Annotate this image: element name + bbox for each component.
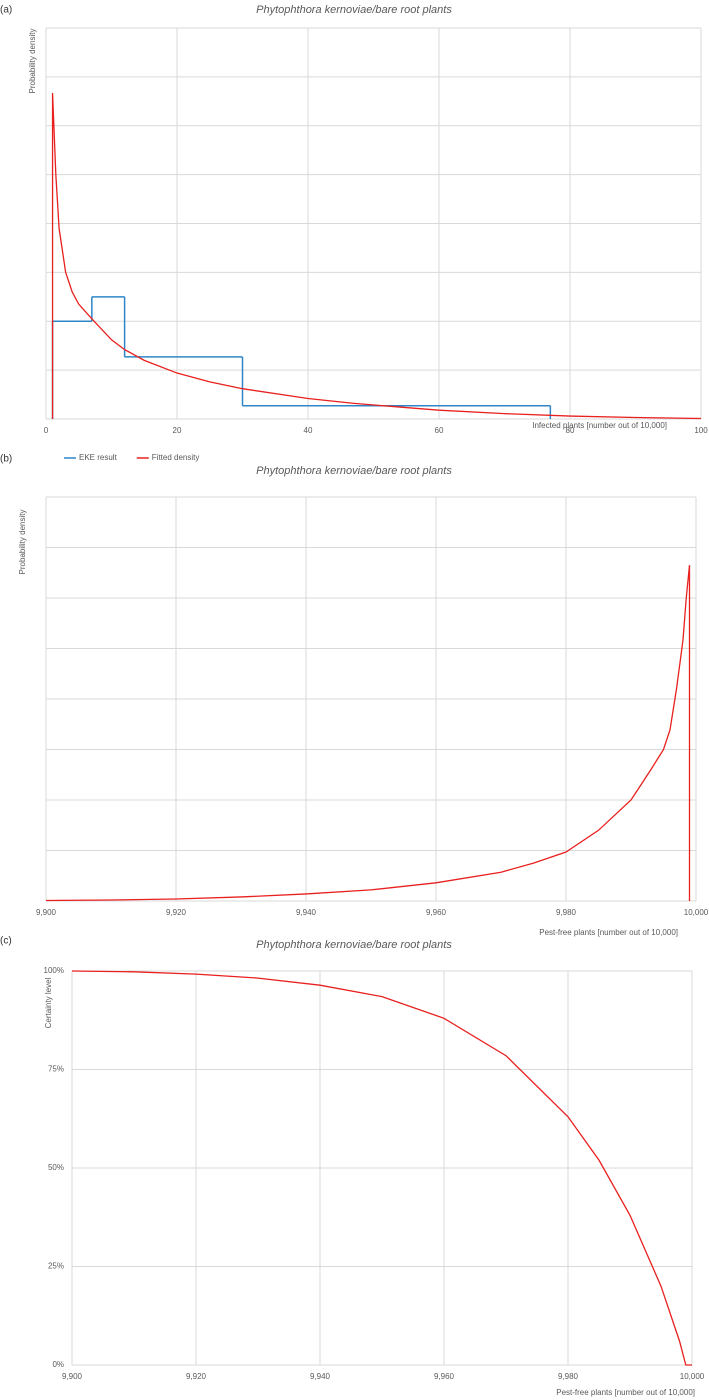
x-tick-label: 9,920 — [166, 908, 187, 917]
density-line — [51, 92, 702, 420]
x-tick-label: 9,980 — [558, 1372, 579, 1381]
x-tick-label: 9,980 — [556, 908, 577, 917]
y-tick-label: 0% — [52, 1360, 64, 1369]
x-tick-label: 9,900 — [62, 1372, 83, 1381]
x-axis-label: Pest-free plants [number out of 10,000] — [556, 1388, 695, 1397]
x-axis-label: Infected plants [number out of 10,000] — [532, 421, 667, 430]
chart-title: Phytophthora kernoviae/bare root plants — [256, 939, 452, 951]
y-axis-label: Probability density — [28, 29, 37, 94]
x-tick-label: 10,000 — [684, 908, 709, 917]
legend-label: EKE result — [79, 453, 118, 462]
x-tick-label: 60 — [435, 426, 444, 435]
x-tick-label: 20 — [173, 426, 182, 435]
y-axis-label: Probability density — [18, 510, 27, 575]
x-tick-label: 40 — [304, 426, 313, 435]
x-tick-label: 9,960 — [434, 1372, 455, 1381]
y-tick-label: 75% — [48, 1065, 64, 1074]
x-tick-label: 9,940 — [310, 1372, 331, 1381]
x-tick-label: 0 — [44, 426, 49, 435]
x-tick-label: 80 — [566, 426, 575, 435]
x-axis-label: Pest-free plants [number out of 10,000] — [539, 928, 678, 937]
legend-label: Fitted density — [152, 453, 200, 462]
density-line — [71, 970, 692, 1366]
x-tick-label: 9,960 — [426, 908, 447, 917]
chart-title: Phytophthora kernoviae/bare root plants — [256, 4, 452, 16]
x-tick-label: 9,940 — [296, 908, 317, 917]
panel-label: (a) — [0, 5, 12, 16]
chart-title: Phytophthora kernoviae/bare root plants — [256, 465, 452, 477]
panel-label: (c) — [0, 936, 12, 947]
x-tick-label: 9,920 — [186, 1372, 207, 1381]
y-axis-label: Certainty level — [44, 977, 53, 1028]
y-tick-label: 25% — [48, 1262, 64, 1271]
y-tick-label: 50% — [48, 1163, 64, 1172]
x-tick-label: 100 — [694, 426, 708, 435]
panel-label: (b) — [0, 454, 12, 465]
x-tick-label: 10,000 — [680, 1372, 705, 1381]
density-line — [45, 565, 691, 902]
y-tick-label: 100% — [44, 966, 64, 975]
x-tick-label: 9,900 — [36, 908, 57, 917]
